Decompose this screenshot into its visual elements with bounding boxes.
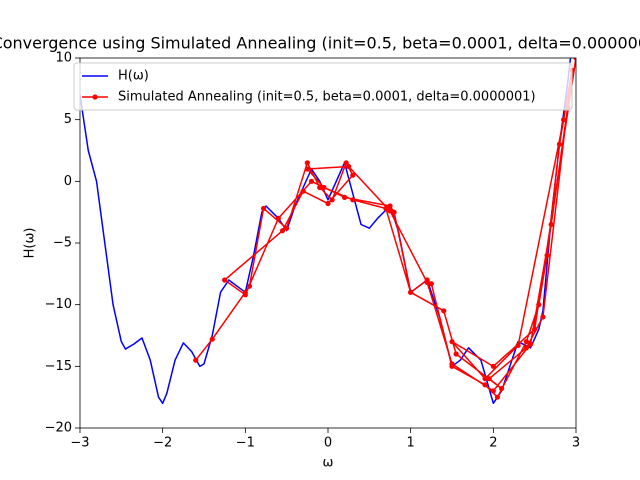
x-tick-label: 2 bbox=[489, 436, 497, 451]
x-tick-label: 1 bbox=[407, 436, 415, 451]
series-marker bbox=[449, 339, 455, 345]
series-marker bbox=[523, 339, 530, 345]
series-marker bbox=[490, 363, 496, 369]
series-marker bbox=[279, 228, 286, 234]
x-tick-label: −1 bbox=[236, 436, 255, 451]
series-marker bbox=[490, 388, 496, 394]
series-marker bbox=[260, 205, 267, 212]
y-tick-label: 5 bbox=[64, 112, 72, 127]
legend: H(ω) Simulated Annealing (init=0.5, beta=… bbox=[73, 62, 573, 111]
series-marker bbox=[428, 281, 434, 287]
series-marker bbox=[193, 357, 199, 363]
series-marker bbox=[284, 225, 290, 231]
series-marker bbox=[561, 117, 567, 123]
series-marker bbox=[424, 279, 430, 286]
series-marker bbox=[544, 252, 550, 258]
series-marker bbox=[383, 205, 389, 212]
series-marker bbox=[482, 382, 488, 388]
series-marker bbox=[304, 166, 310, 172]
series-marker bbox=[486, 376, 492, 382]
series-marker bbox=[548, 221, 554, 228]
y-tick-label: −15 bbox=[45, 359, 72, 374]
series-marker bbox=[341, 194, 348, 200]
series-marker bbox=[343, 160, 349, 166]
series-marker bbox=[387, 203, 393, 209]
series-marker bbox=[242, 292, 248, 298]
series-marker bbox=[391, 209, 397, 215]
series-marker bbox=[536, 302, 542, 308]
x-tick-label: 0 bbox=[324, 436, 332, 451]
series-marker bbox=[532, 326, 538, 332]
series-marker bbox=[515, 342, 521, 348]
series-marker bbox=[350, 172, 356, 178]
series-marker bbox=[222, 277, 228, 283]
y-tick-label: −10 bbox=[45, 297, 72, 312]
x-tick-label: −3 bbox=[70, 436, 89, 451]
series-marker bbox=[453, 351, 459, 357]
series-marker bbox=[527, 341, 534, 347]
series-marker bbox=[573, 58, 576, 61]
series-marker bbox=[441, 308, 447, 314]
x-axis-label: ω bbox=[323, 456, 334, 471]
legend-label: H(ω) bbox=[118, 69, 149, 84]
series-marker bbox=[275, 215, 281, 221]
series-marker bbox=[408, 289, 414, 295]
series-marker bbox=[300, 188, 306, 194]
series-line bbox=[80, 58, 572, 405]
series-marker bbox=[325, 200, 331, 207]
series-marker bbox=[209, 336, 215, 342]
series-marker bbox=[350, 197, 356, 203]
x-tick-label: −2 bbox=[153, 436, 172, 451]
series-marker bbox=[317, 184, 323, 191]
series-marker bbox=[523, 345, 530, 351]
legend-box bbox=[73, 62, 573, 111]
y-axis-label: H(ω) bbox=[23, 228, 38, 259]
y-tick-label: 0 bbox=[64, 174, 72, 189]
series-marker bbox=[321, 184, 327, 191]
series-marker bbox=[304, 160, 310, 166]
legend-label: Simulated Annealing (init=0.5, beta=0.00… bbox=[118, 90, 536, 105]
series-marker bbox=[540, 314, 546, 320]
series-marker bbox=[482, 376, 488, 382]
series-marker bbox=[387, 208, 393, 214]
x-tick-label: 3 bbox=[572, 436, 580, 451]
chart-title: Convergence using Simulated Annealing (i… bbox=[0, 34, 640, 53]
series-marker bbox=[449, 361, 455, 367]
legend-marker bbox=[92, 94, 98, 100]
series-marker bbox=[494, 394, 501, 400]
y-tick-label: −5 bbox=[53, 236, 72, 251]
series-marker bbox=[308, 178, 315, 184]
y-tick-label: −20 bbox=[45, 421, 72, 436]
series-marker bbox=[329, 197, 335, 203]
plot-area bbox=[80, 58, 576, 405]
y-tick-label: 10 bbox=[55, 51, 72, 66]
series-marker bbox=[246, 283, 253, 289]
series-line bbox=[195, 58, 576, 398]
series-marker bbox=[499, 385, 505, 392]
series-marker bbox=[346, 163, 352, 170]
series-marker bbox=[556, 141, 563, 147]
